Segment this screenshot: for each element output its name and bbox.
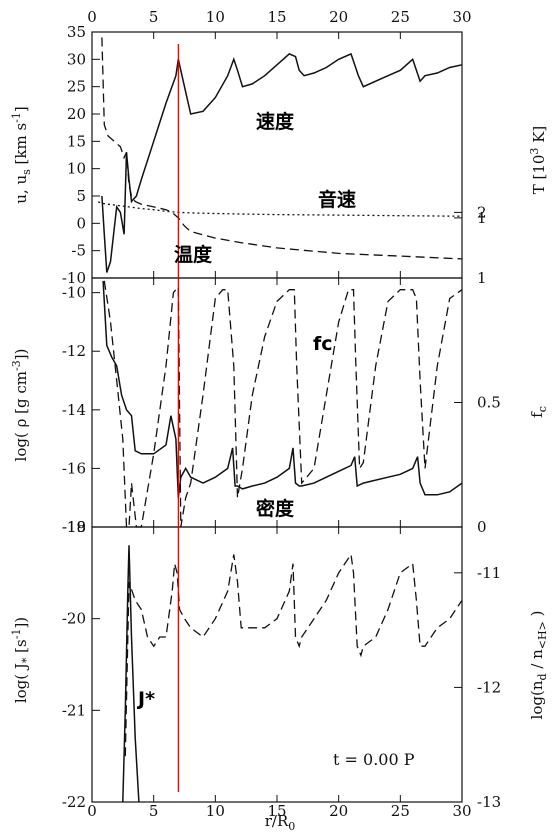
panel-top-x-tick-label: 20 — [329, 8, 348, 26]
panel-bottom-y-tick-label: -21 — [62, 701, 86, 719]
top-left-axis-label: u, us [km s-1] — [10, 106, 33, 204]
panel-middle-y-tick-label: -14 — [62, 401, 86, 419]
panel-top-series-0-solid-line — [101, 52, 463, 273]
panel-bottom-y-tick-label: -19 — [62, 518, 86, 536]
panel-middle-y2-tick-label: 0.5 — [477, 394, 501, 412]
panel-top-x-tick-label: 0 — [87, 8, 97, 26]
annotation-speed: 速度 — [256, 110, 295, 133]
middle-right-axis-label: fc — [528, 406, 549, 418]
panel-bottom-x-tick-label: 15 — [267, 802, 286, 820]
annotation-temperature: 温度 — [174, 243, 213, 266]
panel-middle-y2-tick-label: 1 — [477, 269, 487, 287]
panel-top-x-tick-label: 5 — [149, 8, 159, 26]
panel-middle-series-1-dashed-line — [103, 280, 463, 528]
panel-bottom-y2-tick-label: -12 — [477, 678, 501, 696]
panel-bottom-x-tick-label: 10 — [206, 802, 225, 820]
panel-top-y-tick-label: 20 — [67, 105, 86, 123]
panel-top-series-2-dashed-line — [101, 37, 463, 260]
panel-top-x-tick-label: 15 — [267, 8, 286, 26]
panel-top-x-tick-label: 25 — [391, 8, 410, 26]
panel-top-y2-tick-label: 1 — [477, 209, 487, 227]
panel-middle-y-tick-label: -10 — [62, 284, 86, 302]
panel-bottom-y-tick-label: -22 — [62, 793, 86, 811]
middle-left-axis-label: log( ρ [g cm-3]) — [10, 349, 30, 462]
panel-top-y-tick-label: 0 — [76, 214, 86, 232]
panel-middle-y-tick-label: -16 — [62, 459, 86, 477]
panel-top-y-tick-label: 25 — [67, 78, 86, 96]
panel-bottom-y2-tick-label: -11 — [477, 564, 501, 582]
x-axis-label: r/R0 — [265, 812, 296, 833]
panel-bottom-y-tick-label: -20 — [62, 610, 86, 628]
panel-bottom-series-0-solid-line — [122, 545, 140, 803]
panel-bottom-x-tick-label: 5 — [149, 802, 159, 820]
panel-middle-series-0-solid-line — [102, 280, 463, 498]
panel-bottom-y2-tick-label: -13 — [477, 793, 501, 811]
panel-top-x-tick-label: 30 — [452, 8, 471, 26]
panel-top-y-tick-label: 10 — [67, 160, 86, 178]
top-right-axis-label: T [103 K] — [528, 126, 548, 195]
panel-top-y-tick-label: 15 — [67, 132, 86, 150]
annotation-time: t = 0.00 P — [333, 750, 415, 769]
panel-top-y-tick-label: -5 — [71, 242, 86, 260]
panel-top-y-tick-label: 5 — [76, 187, 86, 205]
panel-top-x-tick-label: 10 — [206, 8, 225, 26]
panel-top-y-tick-label: 30 — [67, 50, 86, 68]
annotation-fc: fc — [313, 333, 333, 355]
panel-bottom-x-tick-label: 0 — [87, 802, 97, 820]
annotation-sound-speed: 音速 — [318, 188, 356, 211]
panel-bottom-x-tick-label: 25 — [391, 802, 410, 820]
bottom-left-axis-label: log( J* [s-1]) — [10, 617, 33, 703]
panel-middle-y-tick-label: -18 — [62, 518, 86, 536]
panel-top-y-tick-label: 35 — [67, 23, 86, 41]
panel-middle-y2-tick-label: 0 — [477, 518, 487, 536]
panel-top-y-tick-label: -10 — [62, 269, 86, 287]
panel-top-y2-tick-label: 2 — [477, 203, 487, 221]
panel-bottom-x-tick-label: 20 — [329, 802, 348, 820]
top-panel-frame — [91, 31, 463, 279]
panel-middle-y-tick-label: -12 — [62, 342, 86, 360]
annotation-density: 密度 — [256, 497, 295, 520]
panel-bottom-series-1-dashed-line — [124, 552, 463, 757]
panel-bottom-x-tick-label: 30 — [452, 802, 471, 820]
bottom-right-axis-label: log(nd / n<H> ) — [528, 611, 549, 720]
annotation-jstar: J* — [136, 688, 155, 710]
panel-top-series-1-dotted-line — [98, 201, 463, 217]
